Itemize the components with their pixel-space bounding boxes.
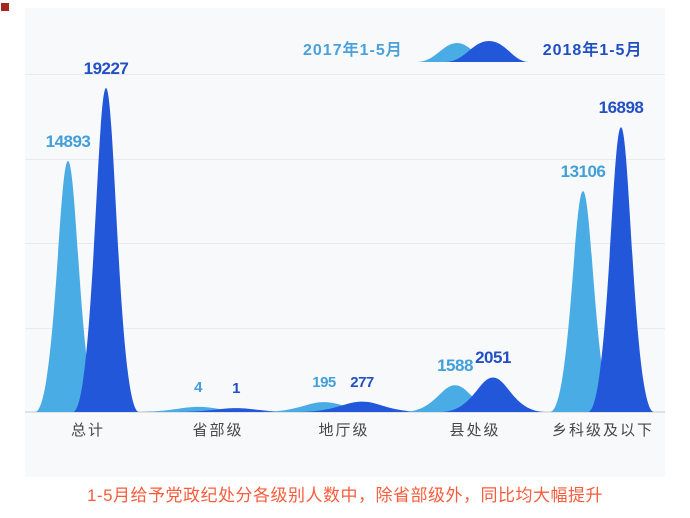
- category-label: 省部级: [192, 422, 244, 439]
- value-label: 4: [194, 378, 202, 396]
- category-label: 总计: [70, 422, 105, 439]
- value-label: 19227: [83, 59, 129, 78]
- area-bump-2018: [440, 377, 546, 412]
- value-label: 13106: [560, 162, 606, 182]
- category-label: 乡科级及以下: [551, 422, 654, 439]
- red-marker: [1, 3, 9, 11]
- legend-label-2017: 2017年1-5月: [303, 42, 403, 59]
- chart-plot: [25, 74, 665, 413]
- area-bump-2018: [296, 401, 428, 412]
- area-bump-2018: [588, 127, 654, 413]
- value-label: 14893: [45, 132, 91, 152]
- category-label: 县处级: [449, 422, 501, 439]
- legend-hills-icon: [416, 41, 529, 62]
- area-bump-2018: [73, 88, 139, 412]
- value-label: 195: [312, 374, 336, 392]
- value-label: 277: [350, 373, 374, 391]
- legend-label-2018: 2018年1-5月: [542, 42, 643, 59]
- chart-panel: 2017年1-5月 2018年1-5月 14893 19227 4 1 195 277 15…: [25, 8, 665, 477]
- area-bump-2018: [170, 408, 302, 412]
- area-bump-2017: [35, 161, 101, 412]
- value-label: 1588: [437, 356, 473, 376]
- area-bump-2017: [550, 191, 616, 412]
- value-label: 1: [232, 380, 240, 398]
- value-label: 16898: [598, 98, 644, 118]
- category-label: 地厅级: [318, 422, 370, 439]
- value-label: 2051: [475, 348, 511, 368]
- caption: 1-5月给予党政纪处分各级别人数中，除省部级外，同比均大幅提升: [86, 486, 604, 505]
- chart-legend: 2017年1-5月 2018年1-5月: [303, 36, 642, 62]
